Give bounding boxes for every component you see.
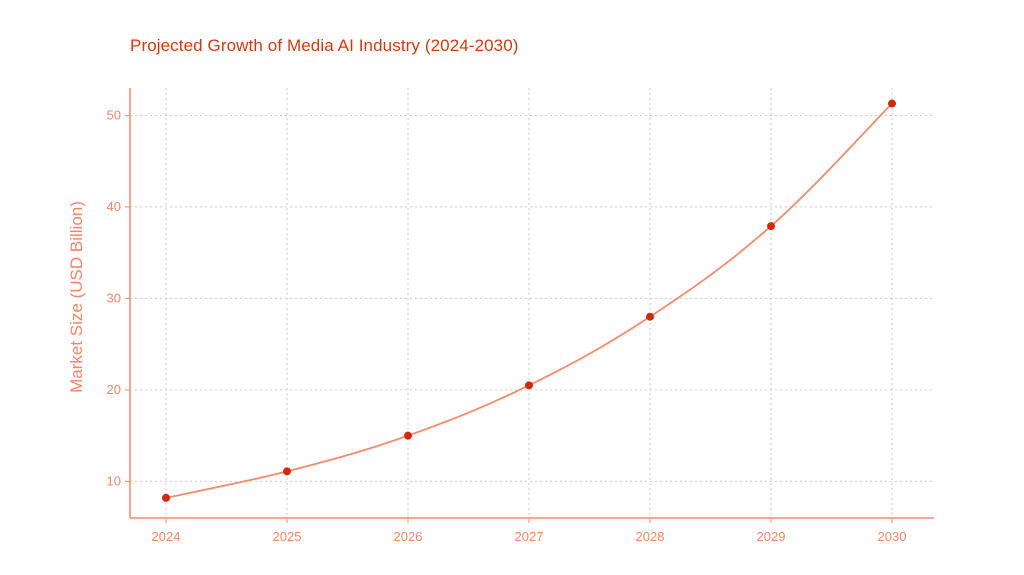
y-tick-label-30: 30 — [107, 290, 121, 305]
y-tick-label-20: 20 — [107, 382, 121, 397]
data-point-2025 — [283, 467, 291, 476]
data-point-2026 — [404, 431, 412, 440]
data-point-2030 — [888, 99, 896, 108]
x-tick-label-2026: 2026 — [394, 529, 423, 544]
data-point-2029 — [767, 222, 775, 231]
data-point-2024 — [162, 493, 170, 502]
x-tick-label-2030: 2030 — [878, 529, 907, 544]
y-tick-label-10: 10 — [107, 473, 121, 488]
data-point-2028 — [646, 312, 654, 321]
grid-layer — [130, 88, 934, 518]
y-tick-label-40: 40 — [107, 199, 121, 214]
x-tick-label-2029: 2029 — [757, 529, 786, 544]
axes-layer — [129, 88, 934, 519]
chart-title: Projected Growth of Media AI Industry (2… — [130, 36, 519, 55]
y-axis-label: Market Size (USD Billion) — [67, 201, 86, 393]
series-layer — [162, 99, 896, 502]
x-tick-label-2027: 2027 — [515, 529, 544, 544]
data-point-2027 — [525, 381, 533, 390]
x-tick-label-2025: 2025 — [273, 529, 302, 544]
x-tick-label-2024: 2024 — [152, 529, 181, 544]
y-tick-label-50: 50 — [107, 107, 121, 122]
x-tick-label-2028: 2028 — [636, 529, 665, 544]
